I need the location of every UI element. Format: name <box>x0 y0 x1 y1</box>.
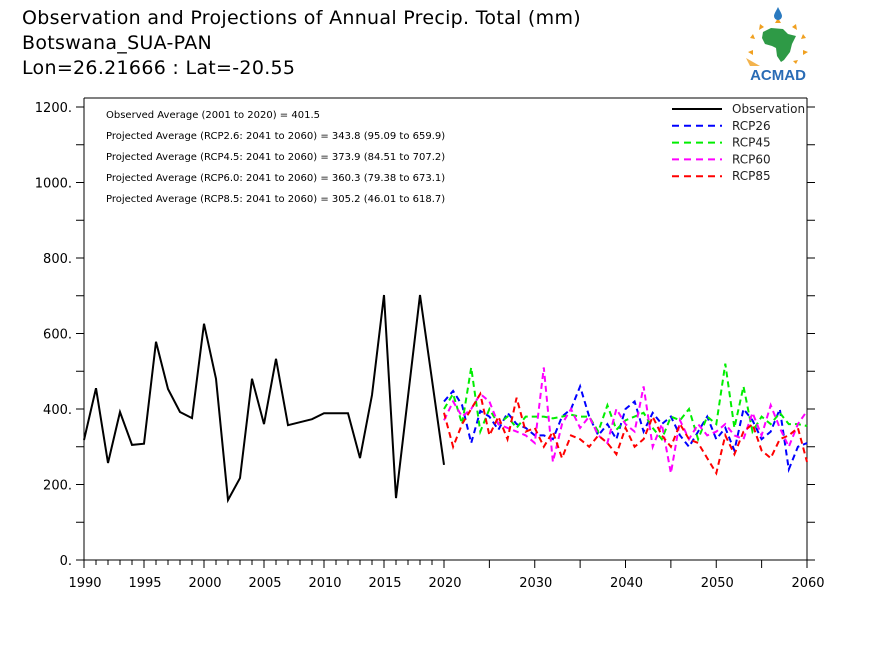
water-drop-icon <box>774 7 782 20</box>
plot-area: 0. 200. 400. 600. 800. 1000. 1200. 1990 1995 2000… <box>35 97 825 591</box>
x-tick-label: 2060 <box>791 576 824 591</box>
y-tick-label: 600. <box>43 328 72 343</box>
x-tick-label: 2040 <box>610 576 643 591</box>
stat-annotation: Projected Average (RCP4.5: 2041 to 2060)… <box>106 152 445 163</box>
x-tick-label: 2030 <box>519 576 552 591</box>
coordinates: Lon=26.21666 : Lat=-20.55 <box>22 57 296 79</box>
x-tick-label: 1990 <box>68 576 101 591</box>
legend: Observation RCP26 RCP45 RCP60 RCP85 <box>672 102 805 183</box>
y-tick-label: 0. <box>60 554 72 569</box>
africa-map-icon <box>762 28 796 62</box>
series-line-rcp60 <box>443 367 808 474</box>
x-tick-label: 2020 <box>428 576 461 591</box>
annotations: Observed Average (2001 to 2020) = 401.5 P… <box>106 110 445 205</box>
stat-annotation: Projected Average (RCP8.5: 2041 to 2060)… <box>106 194 445 205</box>
x-tick-label: 2015 <box>368 576 401 591</box>
legend-label: Observation <box>732 102 805 116</box>
legend-label: RCP60 <box>732 152 771 166</box>
acmad-logo-icon: ACMAD <box>746 7 808 84</box>
x-tick-label: 1995 <box>128 576 161 591</box>
y-tick-label: 400. <box>43 403 72 418</box>
y-tick-label: 800. <box>43 252 72 267</box>
x-tick-label: 2010 <box>308 576 341 591</box>
legend-label: RCP45 <box>732 136 771 150</box>
stat-annotation: Observed Average (2001 to 2020) = 401.5 <box>106 110 320 121</box>
stat-annotation: Projected Average (RCP2.6: 2041 to 2060)… <box>106 131 445 142</box>
logo-text: ACMAD <box>750 67 806 84</box>
y-tick-label: 200. <box>43 479 72 494</box>
x-tick-label: 2000 <box>188 576 221 591</box>
legend-label: RCP26 <box>732 119 771 133</box>
sun-rays-icon <box>746 18 808 66</box>
series-line-observation <box>83 294 445 504</box>
chart-title: Observation and Projections of Annual Pr… <box>22 7 581 29</box>
y-tick-label: 1000. <box>35 177 72 192</box>
stat-annotation: Projected Average (RCP6.0: 2041 to 2060)… <box>106 173 445 184</box>
x-tick-label: 2050 <box>701 576 734 591</box>
y-tick-label: 1200. <box>35 101 72 116</box>
x-tick-label: 2005 <box>248 576 281 591</box>
series-line-rcp85 <box>443 391 808 476</box>
series-line-rcp45 <box>443 363 808 443</box>
legend-label: RCP85 <box>732 169 771 183</box>
station-name: Botswana_SUA-PAN <box>22 32 213 54</box>
